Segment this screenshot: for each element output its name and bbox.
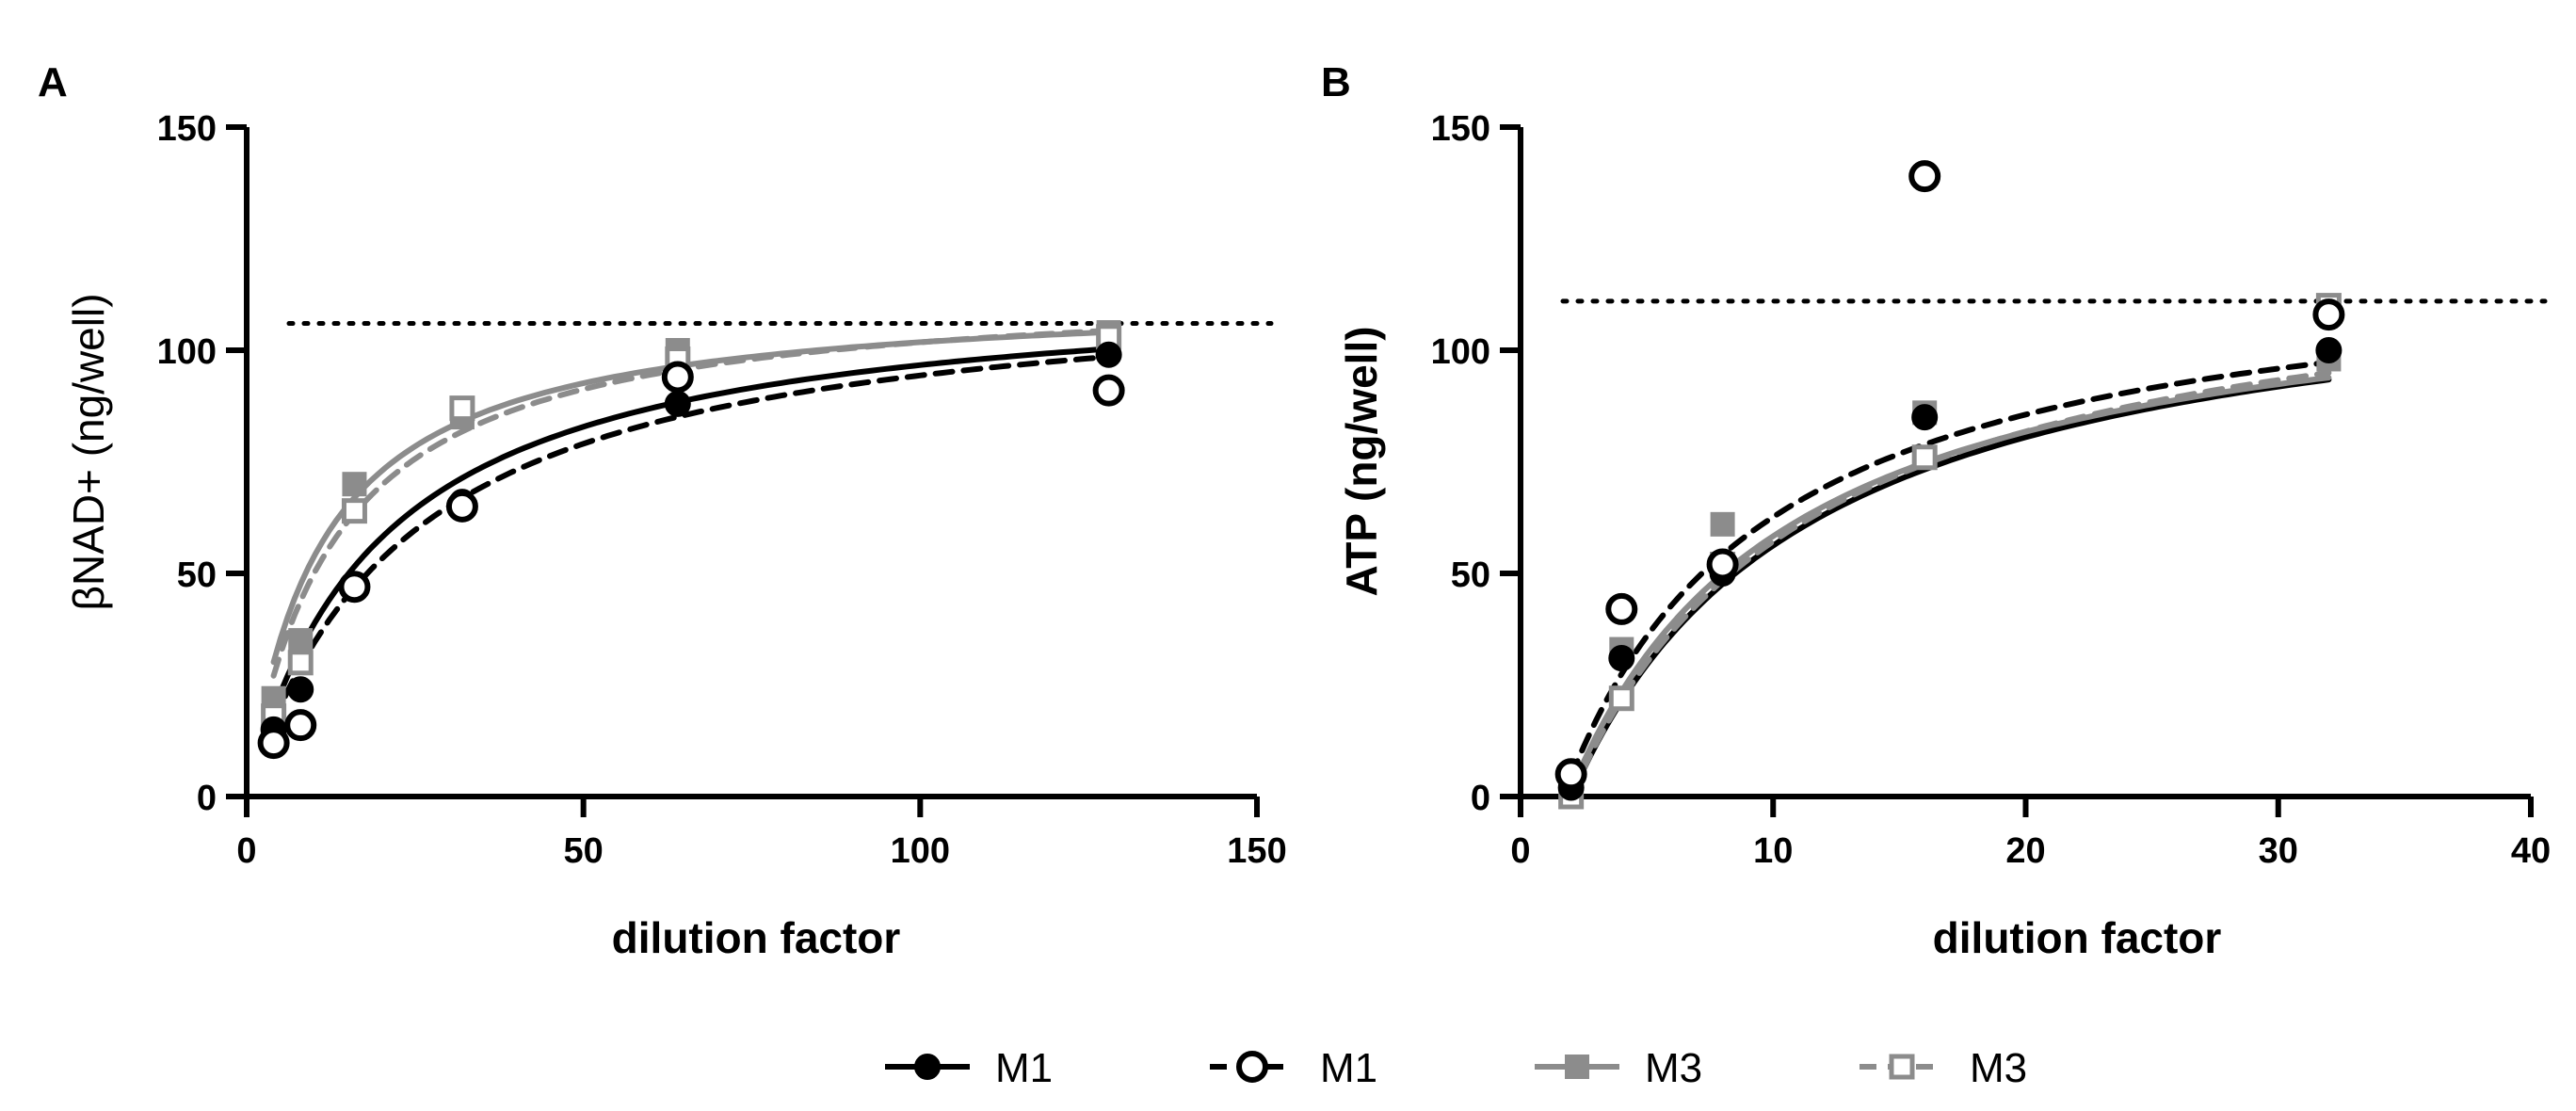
panel-b-letter: B <box>1321 59 1351 105</box>
panel-a-y-axis-label: βNAD+ (ng/well) <box>64 293 113 610</box>
panel-a-point-m1-open-circle: M1: (128, 91) <box>1092 374 1125 407</box>
panel-a-x-tick-label: 100 <box>891 831 950 871</box>
panel-b-point-m1-open-circle: M1: (16, 139) <box>1908 160 1941 193</box>
panel-a-y-tick-label: 100 <box>157 332 217 372</box>
panel-a-point-m3-open-square: M3: (16, 64) <box>341 498 367 524</box>
panel-b-x-tick-label: 30 <box>2259 831 2298 871</box>
panel-a-y-tick-label: 150 <box>157 109 217 149</box>
panel-b-y-tick-label: 50 <box>1451 556 1490 595</box>
panel-a-y-tick-label: 50 <box>177 556 217 595</box>
panel-b-point-m3-open-square: M3: (4, 22) <box>1608 685 1634 712</box>
panel-a-point-m1-filled-circle: M1: (128, 99) <box>1095 341 1122 368</box>
legend-marker-open-square <box>1889 1054 1915 1080</box>
panel-a-point-m3-open-square: M3: (8, 30) <box>287 650 314 676</box>
panel-a-point-m1-open-circle: M1: (4, 12) <box>257 727 290 760</box>
panel-a-point-m1-open-circle: M1: (16, 47) <box>338 571 371 604</box>
panel-a-y-tick-label: 0 <box>197 779 217 818</box>
legend-marker-filled-square <box>1565 1055 1589 1079</box>
legend-label: M3 <box>1645 1045 1702 1091</box>
panel-a-point-m3-filled-square: M3: (8, 35) <box>288 628 314 653</box>
legend-label: M1 <box>1320 1045 1377 1091</box>
panel-b-x-tick-label: 20 <box>2005 831 2045 871</box>
panel-b-y-tick-label: 0 <box>1471 779 1490 818</box>
panel-b: B ATP (ng/well) dilution factor 05010015… <box>1321 59 2551 962</box>
legend-item-m1-filled-circle: M1 <box>885 1045 1053 1091</box>
panel-a-x-axis-label: dilution factor <box>612 913 901 962</box>
legend-label: M3 <box>1970 1045 2027 1091</box>
panel-b-point-m1-filled-circle: M1: (4, 31) <box>1608 645 1635 672</box>
panel-b-y-tick-label: 100 <box>1431 332 1490 372</box>
panel-b-point-m1-open-circle: M1: (32, 108) <box>2312 298 2345 331</box>
legend: M1 M1 M3 M3 <box>885 1045 2027 1091</box>
panel-a-letter: A <box>38 59 68 105</box>
legend-item-m3-open-square: M3 <box>1860 1045 2027 1091</box>
panel-a-x-tick-label: 150 <box>1227 831 1286 871</box>
panel-b-x-tick-label: 10 <box>1753 831 1793 871</box>
legend-marker-open-circle <box>1236 1051 1268 1083</box>
legend-item-m1-open-circle: M1 <box>1210 1045 1377 1091</box>
panel-a-point-m3-filled-square: M3: (16, 70) <box>342 472 367 497</box>
panel-a-fit-m1-filled-circle <box>270 346 1112 714</box>
panel-a: A βNAD+ (ng/well) dilution factor 0 50 100… <box>38 59 1287 962</box>
panel-b-point-m3-filled-square: M3: (8, 61) <box>1710 511 1735 537</box>
legend-label: M1 <box>995 1045 1053 1091</box>
panel-b-point-m1-filled-circle: M1: (16, 85) <box>1911 404 1939 431</box>
panel-b-y-tick-label: 150 <box>1431 109 1490 149</box>
panel-b-fit-m3-filled-square <box>1568 375 2332 794</box>
panel-b-y-axis-label: ATP (ng/well) <box>1337 326 1386 596</box>
panel-a-x-tick-label: 0 <box>236 831 256 871</box>
panel-a-point-m1-filled-circle: M1: (64, 88) <box>664 390 691 417</box>
panel-a-point-m1-open-circle: M1: (8, 16) <box>284 709 317 742</box>
panel-b-x-tick-label: 40 <box>2511 831 2551 871</box>
panel-b-point-m1-open-circle: M1: (4, 42) <box>1605 592 1638 625</box>
panel-a-fit-m1-open-circle <box>270 354 1112 725</box>
panel-b-fit-m3-open-square <box>1568 370 2332 799</box>
panel-b-x-axis-label: dilution factor <box>1933 913 2222 962</box>
panel-a-x-tick-label: 50 <box>564 831 604 871</box>
panel-b-point-m1-filled-circle: M1: (32, 100) <box>2315 337 2343 363</box>
panel-b-fit-m1-open-circle <box>1568 359 2332 780</box>
panel-a-point-m3-open-square: M3: (32, 87) <box>449 395 475 422</box>
panel-a-point-m1-open-circle: M1: (64, 94) <box>661 361 694 394</box>
panel-b-point-m1-open-circle: M1: (8, 52) <box>1706 548 1739 581</box>
panel-b-point-m1-open-circle: M1: (2, 5) <box>1554 758 1587 791</box>
panel-a-fit-m3-open-square <box>270 328 1112 679</box>
legend-item-m3-filled-square: M3 <box>1535 1045 1702 1091</box>
legend-marker-filled-circle <box>914 1054 941 1080</box>
panel-a-point-m1-open-circle: M1: (32, 65) <box>445 490 478 523</box>
panel-b-fit-m1-filled-circle <box>1568 377 2332 799</box>
panel-a-point-m1-filled-circle: M1: (8, 24) <box>287 676 314 703</box>
panel-b-x-tick-label: 0 <box>1510 831 1530 871</box>
panel-b-point-m3-open-square: M3: (16, 76) <box>1911 444 1938 471</box>
